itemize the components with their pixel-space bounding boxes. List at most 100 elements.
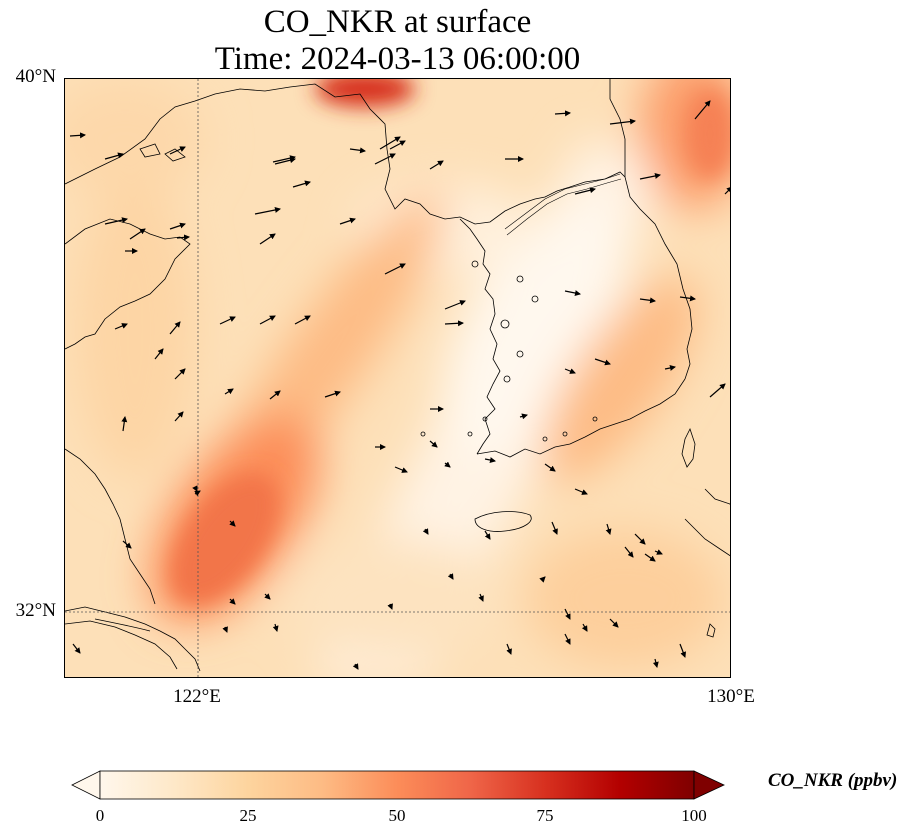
colorbar [70, 770, 726, 800]
concentration-field [65, 79, 730, 677]
wind-arrow [104, 152, 124, 160]
map-title-line2: Time: 2024-03-13 06:00:00 [214, 41, 581, 77]
wind-arrow [222, 626, 228, 633]
wind-arrow [605, 523, 612, 535]
wind-arrow [679, 295, 696, 302]
wind-arrow [654, 549, 663, 555]
wind-arrow [174, 411, 184, 422]
wind-arrow [194, 490, 201, 497]
wind-arrow [292, 180, 311, 188]
wind-arrow [394, 466, 408, 473]
wind-arrow [224, 388, 234, 395]
wind-arrow [634, 533, 646, 545]
wind-arrow [639, 297, 656, 304]
coastlines [65, 79, 730, 672]
wind-arrow [724, 186, 730, 195]
wind-arrow [272, 623, 279, 632]
wind-arrow [484, 530, 491, 540]
wind-arrow [429, 160, 444, 170]
wind-arrow [254, 207, 281, 215]
map-canvas [65, 79, 730, 677]
wind-arrow [259, 233, 276, 245]
colorbar-tick: 0 [95, 806, 105, 825]
lat-tick-label: 40°N [15, 66, 56, 87]
colorbar-tick: 75 [536, 806, 554, 825]
wind-arrow [339, 217, 356, 225]
wind-arrow [192, 485, 198, 492]
wind-arrow [104, 217, 128, 225]
wind-arrow [176, 234, 190, 241]
wind-arrow [444, 300, 466, 310]
wind-arrow [387, 603, 393, 610]
wind-arrow [169, 222, 186, 230]
wind-arrow [447, 573, 454, 580]
wind-arrow [72, 643, 81, 654]
wind-arrow [259, 315, 276, 325]
wind-arrow [609, 618, 619, 628]
wind-arrow [229, 598, 236, 605]
map-title-line1: CO_NKR at surface [263, 4, 532, 40]
map-panel[interactable] [64, 78, 731, 678]
wind-arrow [551, 521, 558, 535]
wind-arrow [352, 663, 359, 670]
wind-arrow [69, 132, 86, 139]
wind-arrow [422, 528, 429, 535]
wind-arrow [519, 413, 528, 420]
wind-arrow [664, 365, 676, 371]
lon-tick-label: 130°E [707, 686, 755, 707]
wind-arrow [269, 390, 281, 400]
wind-arrow [121, 416, 128, 432]
wind-arrow [484, 457, 496, 463]
wind-arrow [154, 348, 164, 360]
wind-arrow [564, 290, 581, 296]
wind-arrow [129, 228, 146, 240]
wind-arrow [174, 368, 186, 380]
wind-arrow [229, 520, 236, 527]
wind-arrow [389, 140, 406, 150]
wind-arrow [444, 320, 464, 327]
wind-arrow [652, 658, 659, 668]
wind-arrow [574, 187, 596, 195]
lon-tick-label: 122°E [173, 686, 221, 707]
wind-arrow [294, 315, 311, 325]
colorbar-tick: 25 [239, 806, 257, 825]
wind-arrow [272, 155, 296, 163]
colorbar-tick: 50 [388, 806, 406, 825]
wind-vectors [69, 100, 730, 670]
wind-arrow [581, 623, 588, 632]
colorbar-graphic [71, 770, 725, 800]
wind-arrow [219, 316, 236, 325]
wind-arrow [544, 463, 556, 472]
wind-arrow [694, 100, 711, 120]
wind-arrow [379, 136, 401, 150]
colorbar-label: CO_NKR (ppbv) [768, 770, 898, 791]
wind-arrow [264, 593, 271, 600]
wind-arrow [349, 147, 366, 154]
wind-arrow [639, 173, 661, 180]
wind-arrow [478, 593, 484, 602]
wind-arrow [644, 553, 656, 562]
wind-arrow [122, 540, 132, 549]
wind-arrow [506, 643, 512, 655]
wind-arrow [564, 608, 571, 620]
wind-arrow [169, 321, 181, 335]
wind-arrow [564, 368, 576, 374]
wind-arrow [374, 153, 396, 165]
lat-tick-label: 32°N [15, 600, 56, 621]
wind-arrow [384, 263, 406, 275]
colorbar-tick: 100 [681, 806, 707, 825]
wind-arrow [564, 633, 571, 645]
wind-arrow [169, 146, 186, 155]
wind-arrow [624, 546, 634, 558]
wind-arrow [609, 118, 636, 125]
wind-arrow [709, 383, 726, 398]
wind-arrow [679, 643, 687, 658]
wind-arrow [594, 358, 611, 366]
wind-arrow [114, 323, 128, 330]
gridlines [65, 79, 730, 677]
wind-arrow [324, 390, 341, 398]
wind-arrow [444, 461, 451, 468]
wind-arrow [429, 440, 438, 448]
wind-arrow [574, 488, 588, 495]
wind-arrow [554, 110, 571, 117]
